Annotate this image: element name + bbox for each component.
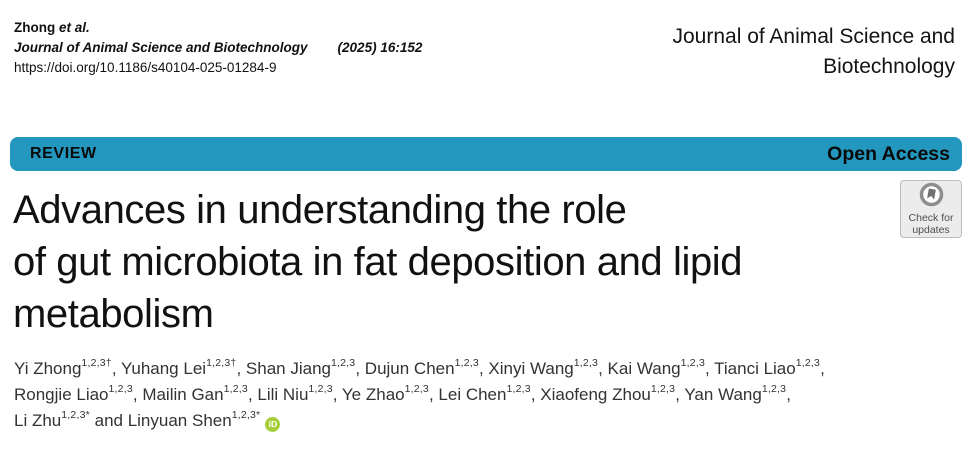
author-affiliation-sup: 1,2,3 — [795, 357, 821, 370]
check-for-updates-button[interactable]: Check for updates — [900, 180, 962, 238]
author-line: Yi Zhong1,2,3†, Yuhang Lei1,2,3†, Shan J… — [14, 357, 825, 378]
doi-link[interactable]: https://doi.org/10.1186/s40104-025-01284… — [14, 60, 277, 75]
author-list: Yi Zhong1,2,3†, Yuhang Lei1,2,3†, Shan J… — [14, 356, 964, 434]
author-line: Li Zhu1,2,3* and Linyuan Shen1,2,3*iD — [14, 408, 964, 434]
citation-journal: Journal of Animal Science and Biotechnol… — [14, 40, 308, 55]
citation-journal-line: Journal of Animal Science and Biotechnol… — [14, 38, 422, 58]
citation-authors: Zhong et al. — [14, 18, 422, 38]
citation-block: Zhong et al. Journal of Animal Science a… — [14, 18, 422, 78]
title-line3: metabolism — [13, 292, 214, 336]
check-badge-line1: Check for — [908, 212, 954, 224]
article-type-label: REVIEW — [30, 145, 97, 162]
citation-issue: (2025) 16:152 — [337, 40, 423, 55]
author-affiliation-sup: 1,2,3 — [108, 383, 133, 396]
author-affiliation-sup: 1,2,3 — [506, 383, 531, 396]
masthead-line2: Biotechnology — [823, 55, 955, 78]
author-line: Rongjie Liao1,2,3, Mailin Gan1,2,3, Lili… — [14, 383, 791, 404]
journal-masthead: Journal of Animal Science and Biotechnol… — [672, 22, 955, 82]
author-affiliation-sup: 1,2,3 — [573, 357, 599, 370]
citation-et-al: et al. — [59, 20, 90, 35]
check-badge-line2: updates — [912, 223, 950, 236]
author-affiliation-sup: 1,2,3 — [308, 383, 333, 396]
crossmark-icon — [919, 182, 944, 212]
check-badge-text: Check for updates — [908, 212, 954, 236]
masthead-line1: Journal of Animal Science and — [672, 25, 955, 48]
author-affiliation-sup: 1,2,3 — [330, 357, 356, 370]
author-affiliation-sup: 1,2,3† — [81, 357, 112, 370]
title-line2: of gut microbiota in fat deposition and … — [13, 240, 743, 284]
author-affiliation-sup: 1,2,3 — [680, 357, 705, 370]
review-banner: REVIEW Open Access — [10, 137, 962, 171]
author-affiliation-sup: 1,2,3 — [404, 383, 429, 396]
author-affiliation-sup: 1,2,3 — [650, 383, 676, 396]
citation-author-name: Zhong — [14, 20, 56, 35]
author-affiliation-sup: 1,2,3* — [231, 409, 261, 422]
author-affiliation-sup: 1,2,3 — [761, 383, 787, 396]
author-affiliation-sup: 1,2,3† — [206, 357, 237, 370]
author-affiliation-sup: 1,2,3 — [454, 357, 479, 370]
author-affiliation-sup: 1,2,3 — [223, 383, 248, 396]
orcid-icon[interactable]: iD — [265, 416, 281, 432]
author-affiliation-sup: 1,2,3* — [61, 409, 90, 422]
article-title: Advances in understanding the role of gu… — [13, 184, 893, 340]
title-line1: Advances in understanding the role — [13, 188, 627, 232]
open-access-label: Open Access — [827, 142, 950, 165]
